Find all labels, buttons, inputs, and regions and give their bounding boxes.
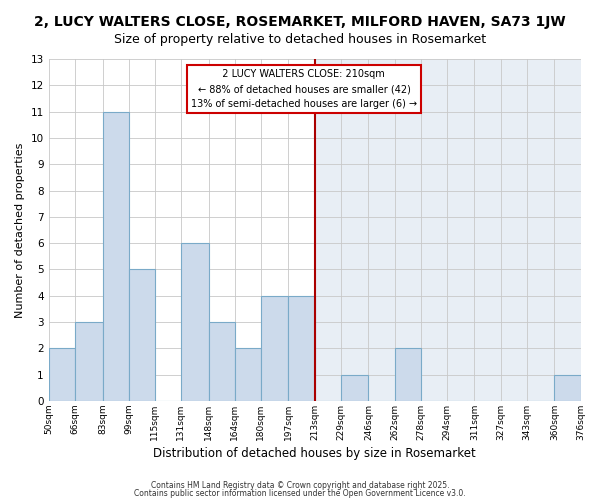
Text: Size of property relative to detached houses in Rosemarket: Size of property relative to detached ho…: [114, 32, 486, 46]
Text: Contains HM Land Registry data © Crown copyright and database right 2025.: Contains HM Land Registry data © Crown c…: [151, 480, 449, 490]
Bar: [209, 322, 235, 401]
X-axis label: Distribution of detached houses by size in Rosemarket: Distribution of detached houses by size …: [153, 447, 476, 460]
Y-axis label: Number of detached properties: Number of detached properties: [15, 142, 25, 318]
Bar: [181, 243, 209, 401]
Text: 2 LUCY WALTERS CLOSE: 210sqm  
← 88% of detached houses are smaller (42)
13% of : 2 LUCY WALTERS CLOSE: 210sqm ← 88% of de…: [191, 70, 417, 109]
Bar: [314, 59, 581, 401]
Bar: [128, 270, 155, 401]
Bar: [75, 322, 103, 401]
Bar: [554, 374, 581, 401]
Bar: [261, 296, 289, 401]
Text: Contains public sector information licensed under the Open Government Licence v3: Contains public sector information licen…: [134, 489, 466, 498]
Bar: [341, 374, 368, 401]
Bar: [49, 348, 75, 401]
Bar: [395, 348, 421, 401]
Text: 2, LUCY WALTERS CLOSE, ROSEMARKET, MILFORD HAVEN, SA73 1JW: 2, LUCY WALTERS CLOSE, ROSEMARKET, MILFO…: [34, 15, 566, 29]
Bar: [289, 296, 314, 401]
Bar: [235, 348, 261, 401]
Bar: [103, 112, 128, 401]
